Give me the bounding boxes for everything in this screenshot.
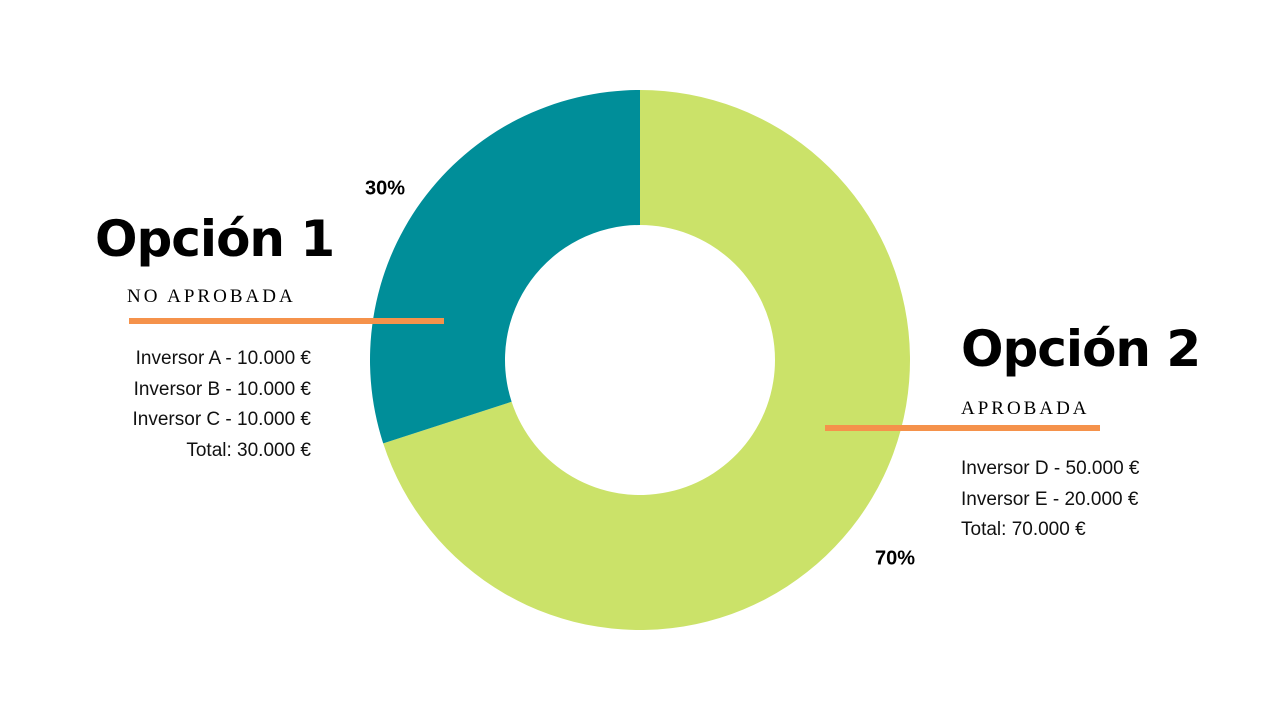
list-item: Inversor D - 50.000 € bbox=[961, 458, 1140, 479]
option1-status: NO APROBADA bbox=[127, 286, 296, 307]
option1-investor-list: Inversor A - 10.000 € Inversor B - 10.00… bbox=[80, 344, 311, 466]
list-item: Total: 30.000 € bbox=[186, 439, 311, 461]
option2-status: APROBADA bbox=[961, 398, 1090, 419]
donut-slice-70pct bbox=[383, 90, 911, 631]
option1-leader-line bbox=[129, 318, 444, 324]
list-item: Inversor E - 20.000 € bbox=[961, 488, 1139, 510]
list-item: Total: 70.000 € bbox=[961, 519, 1086, 540]
slice-label-70pct: 70% bbox=[875, 547, 915, 569]
list-item: Inversor C - 10.000 € bbox=[132, 409, 311, 430]
slice-label-30pct: 30% bbox=[365, 177, 405, 199]
option2-investor-list: Inversor D - 50.000 € Inversor E - 20.00… bbox=[961, 454, 1221, 546]
option2-title: Opción 2 bbox=[961, 320, 1201, 378]
option2-leader-line bbox=[825, 425, 1100, 431]
option1-title: Opción 1 bbox=[95, 210, 335, 268]
donut-slice-30pct bbox=[370, 90, 640, 444]
list-item: Inversor B - 10.000 € bbox=[133, 378, 311, 400]
list-item: Inversor A - 10.000 € bbox=[135, 348, 311, 369]
